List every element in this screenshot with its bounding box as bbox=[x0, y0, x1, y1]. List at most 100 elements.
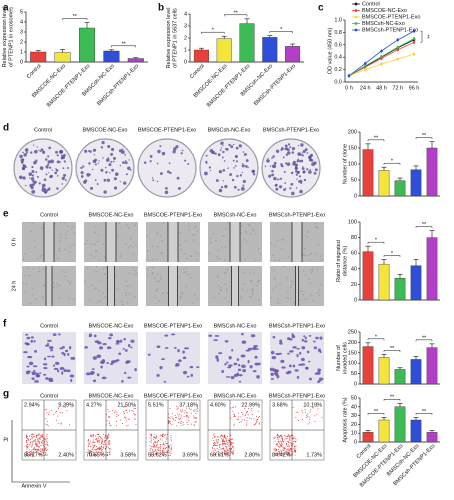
colony bbox=[229, 173, 233, 176]
texture bbox=[131, 246, 134, 248]
colony bbox=[90, 186, 94, 190]
invaded-cell bbox=[122, 347, 125, 350]
event bbox=[101, 440, 103, 442]
colony bbox=[306, 168, 309, 171]
texture bbox=[190, 255, 192, 258]
event bbox=[104, 436, 106, 438]
texture bbox=[208, 252, 211, 254]
texture bbox=[23, 274, 26, 276]
event bbox=[171, 413, 173, 415]
event bbox=[276, 443, 278, 445]
event bbox=[159, 450, 161, 452]
colony bbox=[61, 183, 63, 185]
event bbox=[108, 410, 110, 412]
texture bbox=[52, 282, 54, 284]
event bbox=[38, 434, 40, 436]
texture bbox=[32, 268, 35, 270]
event bbox=[295, 411, 297, 413]
panel-label: b bbox=[158, 3, 164, 14]
texture bbox=[188, 229, 190, 231]
texture bbox=[259, 253, 261, 255]
event bbox=[100, 446, 102, 448]
panel-label: f bbox=[3, 319, 7, 330]
event bbox=[51, 409, 53, 411]
event bbox=[293, 448, 295, 450]
texture bbox=[156, 246, 159, 248]
invaded-cell bbox=[163, 380, 167, 383]
colony bbox=[61, 176, 66, 181]
colony bbox=[289, 187, 292, 190]
texture bbox=[258, 280, 261, 282]
texture bbox=[35, 298, 37, 300]
event bbox=[281, 453, 283, 455]
texture bbox=[257, 279, 260, 282]
event bbox=[95, 449, 97, 451]
event bbox=[222, 438, 224, 440]
texture bbox=[196, 230, 199, 232]
event bbox=[242, 413, 244, 415]
event bbox=[187, 423, 189, 425]
event bbox=[292, 406, 294, 408]
event bbox=[214, 442, 216, 444]
texture bbox=[42, 284, 45, 287]
event bbox=[287, 434, 289, 436]
event bbox=[31, 449, 33, 451]
colony bbox=[233, 167, 235, 169]
event bbox=[250, 408, 252, 410]
event bbox=[33, 455, 35, 457]
event bbox=[226, 450, 228, 452]
invaded-cell bbox=[55, 361, 60, 365]
colony bbox=[301, 154, 304, 157]
invaded-cell bbox=[42, 373, 47, 376]
event bbox=[288, 452, 290, 454]
event bbox=[62, 412, 64, 414]
texture bbox=[216, 258, 219, 260]
event bbox=[89, 451, 91, 453]
colony bbox=[309, 153, 314, 157]
texture bbox=[227, 301, 230, 303]
column-label: BMSCOE-PTENP1-Exo bbox=[144, 212, 202, 218]
invaded-cell bbox=[51, 355, 55, 358]
event bbox=[314, 420, 316, 422]
event bbox=[281, 440, 283, 442]
invaded-cell bbox=[286, 337, 291, 341]
texture bbox=[319, 255, 322, 257]
colony bbox=[122, 161, 125, 164]
invaded-cell bbox=[33, 340, 36, 343]
bar bbox=[426, 347, 438, 385]
invaded-cell bbox=[213, 339, 219, 341]
event bbox=[92, 453, 94, 455]
bar bbox=[216, 38, 232, 63]
colony bbox=[168, 162, 171, 165]
texture bbox=[273, 270, 275, 272]
event bbox=[161, 435, 163, 437]
invaded-cell bbox=[315, 336, 319, 340]
event bbox=[97, 437, 99, 439]
texture bbox=[104, 273, 106, 275]
event bbox=[134, 408, 136, 410]
event bbox=[46, 440, 48, 442]
texture bbox=[256, 281, 259, 283]
texture bbox=[243, 238, 246, 241]
event bbox=[233, 416, 235, 418]
texture bbox=[270, 242, 272, 244]
texture bbox=[94, 287, 97, 289]
texture bbox=[182, 267, 185, 270]
event bbox=[40, 436, 42, 438]
event bbox=[290, 444, 292, 446]
event bbox=[101, 438, 103, 440]
texture bbox=[146, 259, 148, 261]
event bbox=[45, 449, 47, 451]
texture bbox=[279, 283, 281, 285]
invaded-cell bbox=[190, 373, 194, 377]
texture bbox=[224, 258, 226, 261]
texture bbox=[129, 245, 132, 247]
event bbox=[90, 445, 92, 447]
event bbox=[292, 434, 294, 436]
invaded-cell bbox=[242, 369, 247, 373]
event bbox=[170, 435, 172, 437]
event bbox=[230, 417, 232, 419]
event bbox=[233, 424, 235, 426]
event bbox=[246, 417, 248, 419]
event bbox=[29, 442, 31, 444]
